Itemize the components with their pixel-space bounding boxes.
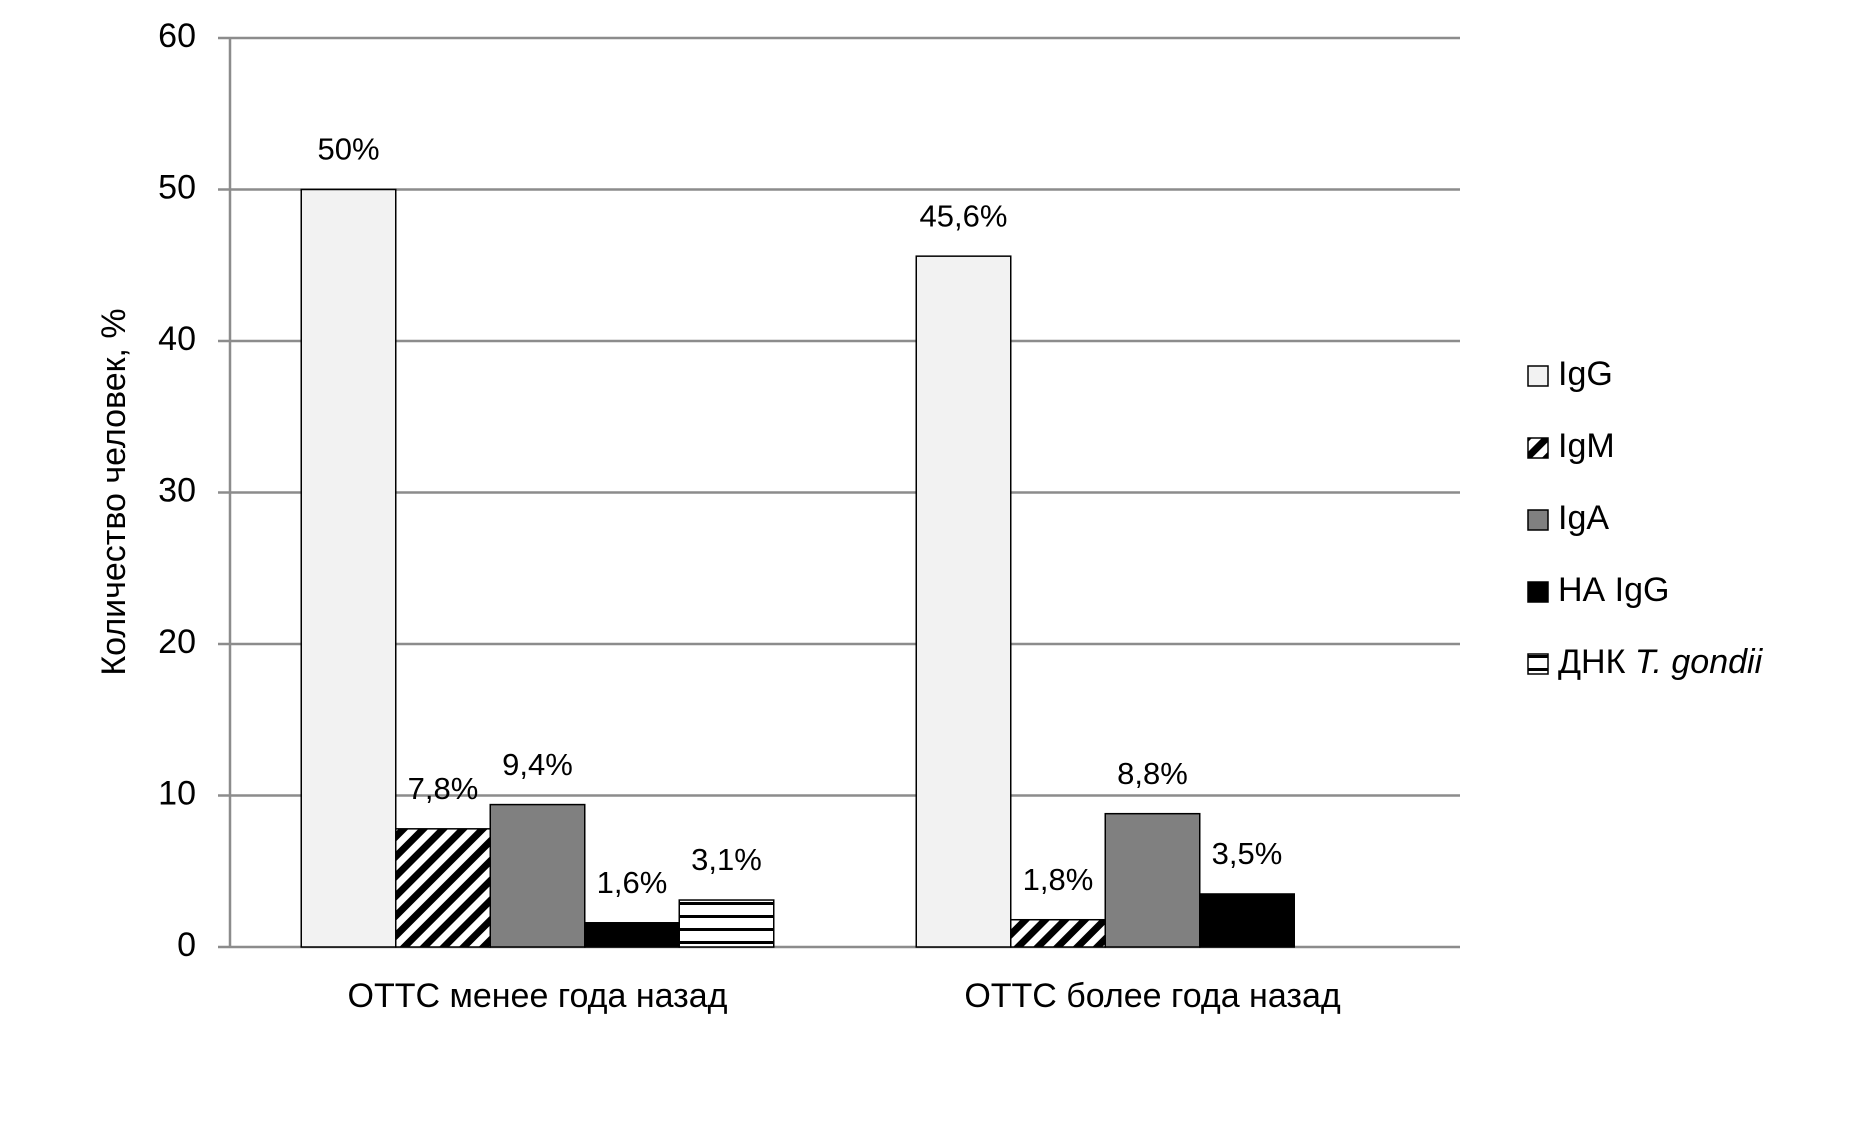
- legend-label: IgA: [1558, 499, 1609, 537]
- x-tick-label: ОТТС менее года назад: [348, 977, 728, 1015]
- y-tick-label: 30: [158, 471, 196, 509]
- bar: [300, 188, 397, 948]
- x-tick-label: ОТТС более года назад: [964, 977, 1341, 1015]
- value-label: 3,1%: [691, 842, 762, 877]
- value-label: 3,5%: [1212, 836, 1283, 871]
- legend-swatch: [1527, 653, 1549, 675]
- y-tick-label: 0: [177, 926, 196, 964]
- y-tick-label: 60: [158, 17, 196, 55]
- bar: [584, 922, 680, 948]
- bar: [915, 255, 1012, 948]
- legend-label: НА IgG: [1558, 571, 1669, 609]
- value-label: 50%: [317, 132, 379, 167]
- legend-label: IgM: [1558, 427, 1615, 465]
- bar: [489, 803, 586, 948]
- bar: [1199, 893, 1295, 948]
- legend-swatch: [1527, 437, 1549, 459]
- y-tick-label: 10: [158, 774, 196, 812]
- legend-label: IgG: [1558, 355, 1613, 393]
- legend-swatch: [1527, 581, 1549, 603]
- y-tick-label: 50: [158, 168, 196, 206]
- y-axis-label: Количество человек, %: [95, 308, 133, 675]
- legend-swatch: [1527, 509, 1549, 531]
- bar: [395, 828, 491, 948]
- value-label: 45,6%: [920, 198, 1008, 233]
- bar: [678, 899, 775, 948]
- value-label: 1,6%: [597, 865, 668, 900]
- bar: [1010, 918, 1106, 948]
- legend-label: ДНК T. gondii: [1558, 643, 1764, 681]
- y-tick-label: 40: [158, 320, 196, 358]
- value-label: 7,8%: [408, 771, 479, 806]
- y-tick-label: 20: [158, 623, 196, 661]
- value-label: 1,8%: [1023, 862, 1094, 897]
- legend-swatch: [1527, 365, 1549, 387]
- value-label: 8,8%: [1117, 756, 1188, 791]
- bar: [1104, 812, 1201, 948]
- value-label: 9,4%: [502, 747, 573, 782]
